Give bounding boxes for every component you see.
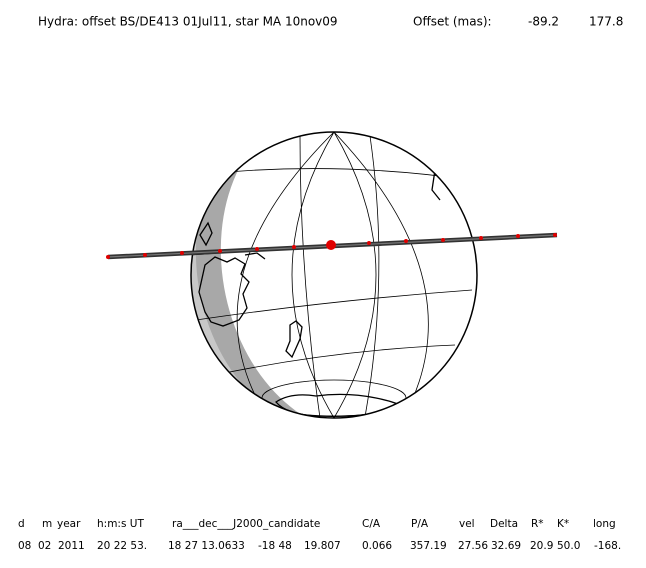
offset-label: Offset (mas): xyxy=(413,15,492,29)
cell: 27.56 xyxy=(458,540,488,552)
col-header: K* xyxy=(557,518,569,530)
col-header: vel xyxy=(459,518,475,530)
cell: 20 22 53. xyxy=(97,540,147,552)
offset-dec: 177.8 xyxy=(589,15,623,29)
col-header: Delta xyxy=(490,518,518,530)
col-header: ra___dec___J2000_candidate xyxy=(172,518,320,530)
col-header: P/A xyxy=(411,518,429,530)
shadow-track xyxy=(106,232,558,260)
col-header: h:m:s UT xyxy=(97,518,144,530)
cell: -168. xyxy=(594,540,621,552)
cell: 357.19 xyxy=(410,540,447,552)
cell: 50.0 xyxy=(557,540,580,552)
cell: 08 xyxy=(18,540,31,552)
col-header: d xyxy=(18,518,25,530)
col-header: year xyxy=(57,518,81,530)
cell: 32.69 xyxy=(491,540,521,552)
cell: 0.066 xyxy=(362,540,392,552)
title: Hydra: offset BS/DE413 01Jul11, star MA … xyxy=(38,15,338,29)
offset-ra: -89.2 xyxy=(528,15,559,29)
cell: 02 xyxy=(38,540,51,552)
cell: 18 27 13.0633 xyxy=(168,540,245,552)
globe xyxy=(190,131,478,419)
results-table: d m year h:m:s UT ra___dec___J2000_candi… xyxy=(18,518,621,552)
col-header: m xyxy=(42,518,52,530)
cell: 19.807 xyxy=(304,540,341,552)
col-header: R* xyxy=(531,518,544,530)
col-header: C/A xyxy=(362,518,381,530)
cell: 2011 xyxy=(58,540,85,552)
col-header: long xyxy=(593,518,616,530)
cell: -18 48 xyxy=(258,540,292,552)
cell: 20.9 xyxy=(530,540,553,552)
